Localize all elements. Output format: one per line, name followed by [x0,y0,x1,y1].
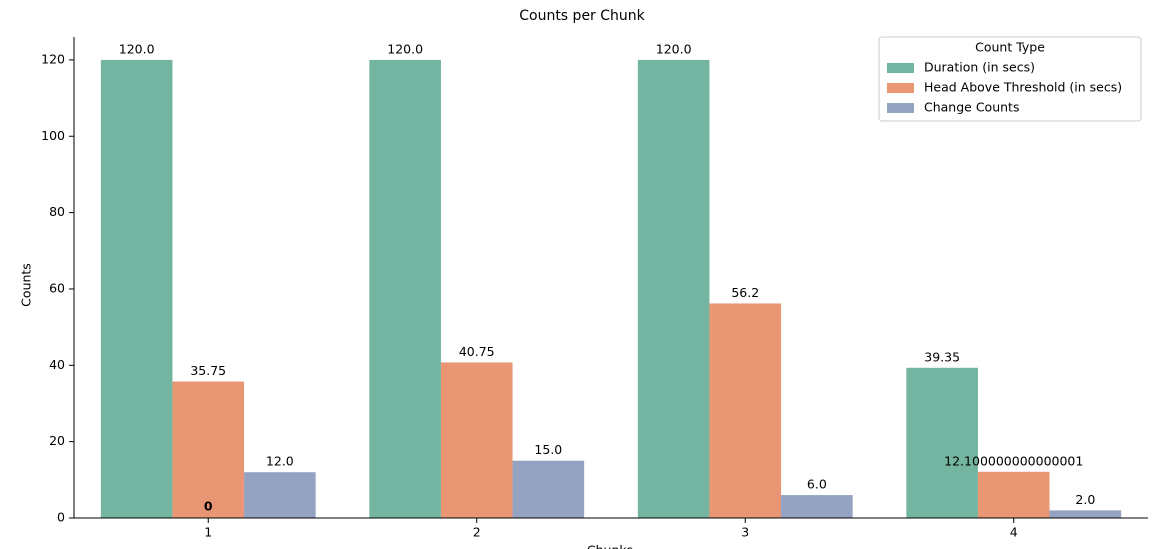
bar [369,59,441,519]
legend-title: Count Type [975,40,1045,55]
value-label: 39.35 [924,349,960,364]
value-label: 2.0 [1075,492,1095,507]
value-label: 56.2 [731,285,759,300]
bar [977,471,1050,518]
value-label: 120.0 [387,41,423,56]
value-label: 120.0 [656,41,692,56]
value-label: 40.75 [459,344,495,359]
y-tick-label: 0 [57,510,65,525]
x-tick-label: 2 [473,525,481,540]
legend-label: Change Counts [924,100,1019,115]
value-label: 120.0 [119,41,155,56]
y-tick-label: 100 [41,128,65,143]
annotation: 0 [204,499,213,514]
bar [781,495,853,518]
value-label: 12.0 [266,454,294,469]
x-tick-label: 4 [1010,525,1018,540]
x-tick-label: 1 [204,525,212,540]
chart-title: Counts per Chunk [519,8,645,24]
bar [1049,510,1122,518]
y-tick-label: 80 [49,204,65,219]
legend-label: Head Above Threshold (in secs) [924,80,1122,95]
legend-label: Duration (in secs) [924,60,1035,75]
value-label: 35.75 [190,363,226,378]
y-tick-label: 120 [41,51,65,66]
bar [906,367,978,518]
legend-swatch [887,83,914,93]
y-tick-label: 20 [49,433,65,448]
bar [244,472,316,518]
bar [100,59,173,519]
legend-swatch [887,103,914,113]
value-label: 15.0 [534,442,562,457]
y-axis-label: Counts [19,263,34,307]
y-tick-label: 60 [49,280,65,295]
value-label: 12.100000000000001 [944,453,1083,468]
legend-box [878,36,1142,122]
bar [637,59,710,519]
bar [172,381,245,518]
bar [709,303,782,518]
y-tick-label: 40 [49,357,65,372]
x-axis-label: Chunks [587,543,633,549]
bar [440,362,513,518]
legend-swatch [887,63,914,73]
x-tick-label: 3 [741,525,749,540]
bar [512,460,585,518]
value-label: 6.0 [807,477,827,492]
